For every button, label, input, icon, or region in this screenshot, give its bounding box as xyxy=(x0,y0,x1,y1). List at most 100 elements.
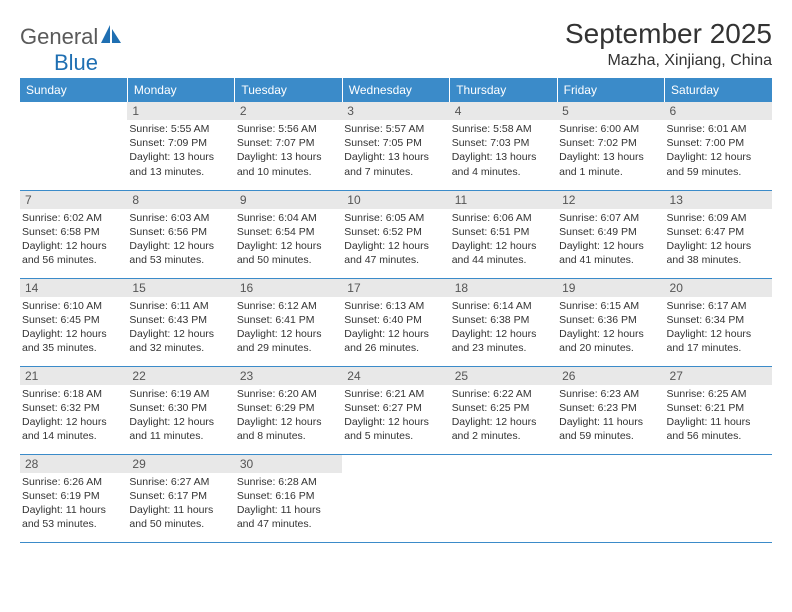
day-number: 2 xyxy=(235,102,342,120)
day-header-tue: Tuesday xyxy=(235,78,342,102)
logo-text-general: General xyxy=(20,24,98,50)
sun-info: Sunrise: 6:10 AMSunset: 6:45 PMDaylight:… xyxy=(20,297,127,356)
day-number: 24 xyxy=(342,367,449,385)
sun-info: Sunrise: 6:20 AMSunset: 6:29 PMDaylight:… xyxy=(235,385,342,444)
calendar-cell: 16Sunrise: 6:12 AMSunset: 6:41 PMDayligh… xyxy=(235,278,342,366)
calendar-cell: 13Sunrise: 6:09 AMSunset: 6:47 PMDayligh… xyxy=(665,190,772,278)
sun-info: Sunrise: 6:14 AMSunset: 6:38 PMDaylight:… xyxy=(450,297,557,356)
day-number: 13 xyxy=(665,191,772,209)
day-number: 17 xyxy=(342,279,449,297)
sun-info: Sunrise: 6:09 AMSunset: 6:47 PMDaylight:… xyxy=(665,209,772,268)
calendar-cell: 28Sunrise: 6:26 AMSunset: 6:19 PMDayligh… xyxy=(20,454,127,542)
calendar-cell: 22Sunrise: 6:19 AMSunset: 6:30 PMDayligh… xyxy=(127,366,234,454)
calendar-body: 1Sunrise: 5:55 AMSunset: 7:09 PMDaylight… xyxy=(20,102,772,542)
sun-info: Sunrise: 6:26 AMSunset: 6:19 PMDaylight:… xyxy=(20,473,127,532)
day-number: 4 xyxy=(450,102,557,120)
day-number: 14 xyxy=(20,279,127,297)
sun-info: Sunrise: 6:23 AMSunset: 6:23 PMDaylight:… xyxy=(557,385,664,444)
day-header-sun: Sunday xyxy=(20,78,127,102)
day-number: 28 xyxy=(20,455,127,473)
month-title: September 2025 xyxy=(565,18,772,50)
calendar-cell: 15Sunrise: 6:11 AMSunset: 6:43 PMDayligh… xyxy=(127,278,234,366)
location: Mazha, Xinjiang, China xyxy=(565,52,772,70)
calendar-grid: Sunday Monday Tuesday Wednesday Thursday… xyxy=(20,78,772,543)
calendar-cell xyxy=(20,102,127,190)
calendar-cell: 20Sunrise: 6:17 AMSunset: 6:34 PMDayligh… xyxy=(665,278,772,366)
calendar-cell: 29Sunrise: 6:27 AMSunset: 6:17 PMDayligh… xyxy=(127,454,234,542)
calendar-cell: 30Sunrise: 6:28 AMSunset: 6:16 PMDayligh… xyxy=(235,454,342,542)
day-number: 23 xyxy=(235,367,342,385)
day-number: 11 xyxy=(450,191,557,209)
sun-info: Sunrise: 6:01 AMSunset: 7:00 PMDaylight:… xyxy=(665,120,772,179)
day-header-wed: Wednesday xyxy=(342,78,449,102)
sun-info: Sunrise: 6:28 AMSunset: 6:16 PMDaylight:… xyxy=(235,473,342,532)
day-number: 9 xyxy=(235,191,342,209)
day-number: 20 xyxy=(665,279,772,297)
sun-info: Sunrise: 6:05 AMSunset: 6:52 PMDaylight:… xyxy=(342,209,449,268)
day-number: 26 xyxy=(557,367,664,385)
sun-info: Sunrise: 6:13 AMSunset: 6:40 PMDaylight:… xyxy=(342,297,449,356)
day-number: 22 xyxy=(127,367,234,385)
sun-info: Sunrise: 6:07 AMSunset: 6:49 PMDaylight:… xyxy=(557,209,664,268)
calendar-cell xyxy=(665,454,772,542)
sun-info: Sunrise: 6:06 AMSunset: 6:51 PMDaylight:… xyxy=(450,209,557,268)
calendar-cell: 27Sunrise: 6:25 AMSunset: 6:21 PMDayligh… xyxy=(665,366,772,454)
calendar-cell: 14Sunrise: 6:10 AMSunset: 6:45 PMDayligh… xyxy=(20,278,127,366)
calendar-cell: 17Sunrise: 6:13 AMSunset: 6:40 PMDayligh… xyxy=(342,278,449,366)
sun-info: Sunrise: 5:56 AMSunset: 7:07 PMDaylight:… xyxy=(235,120,342,179)
calendar-cell: 8Sunrise: 6:03 AMSunset: 6:56 PMDaylight… xyxy=(127,190,234,278)
day-number: 8 xyxy=(127,191,234,209)
day-number: 21 xyxy=(20,367,127,385)
day-number: 6 xyxy=(665,102,772,120)
calendar-cell: 19Sunrise: 6:15 AMSunset: 6:36 PMDayligh… xyxy=(557,278,664,366)
day-number: 7 xyxy=(20,191,127,209)
sun-info: Sunrise: 6:02 AMSunset: 6:58 PMDaylight:… xyxy=(20,209,127,268)
calendar-cell: 23Sunrise: 6:20 AMSunset: 6:29 PMDayligh… xyxy=(235,366,342,454)
calendar-row: 21Sunrise: 6:18 AMSunset: 6:32 PMDayligh… xyxy=(20,366,772,454)
calendar-cell: 26Sunrise: 6:23 AMSunset: 6:23 PMDayligh… xyxy=(557,366,664,454)
day-header-thu: Thursday xyxy=(450,78,557,102)
day-number: 3 xyxy=(342,102,449,120)
sun-info: Sunrise: 5:58 AMSunset: 7:03 PMDaylight:… xyxy=(450,120,557,179)
calendar-cell: 7Sunrise: 6:02 AMSunset: 6:58 PMDaylight… xyxy=(20,190,127,278)
sun-info: Sunrise: 6:03 AMSunset: 6:56 PMDaylight:… xyxy=(127,209,234,268)
calendar-cell xyxy=(557,454,664,542)
sun-info: Sunrise: 6:21 AMSunset: 6:27 PMDaylight:… xyxy=(342,385,449,444)
day-number: 18 xyxy=(450,279,557,297)
day-header-fri: Friday xyxy=(557,78,664,102)
calendar-cell xyxy=(450,454,557,542)
calendar-row: 1Sunrise: 5:55 AMSunset: 7:09 PMDaylight… xyxy=(20,102,772,190)
day-number: 5 xyxy=(557,102,664,120)
day-number: 27 xyxy=(665,367,772,385)
calendar-cell: 21Sunrise: 6:18 AMSunset: 6:32 PMDayligh… xyxy=(20,366,127,454)
calendar-row: 7Sunrise: 6:02 AMSunset: 6:58 PMDaylight… xyxy=(20,190,772,278)
title-block: September 2025 Mazha, Xinjiang, China xyxy=(565,18,772,70)
calendar-cell: 9Sunrise: 6:04 AMSunset: 6:54 PMDaylight… xyxy=(235,190,342,278)
day-header-row: Sunday Monday Tuesday Wednesday Thursday… xyxy=(20,78,772,102)
calendar-cell: 3Sunrise: 5:57 AMSunset: 7:05 PMDaylight… xyxy=(342,102,449,190)
day-header-mon: Monday xyxy=(127,78,234,102)
sun-info: Sunrise: 6:27 AMSunset: 6:17 PMDaylight:… xyxy=(127,473,234,532)
logo-text-blue: Blue xyxy=(54,50,98,76)
calendar-cell: 4Sunrise: 5:58 AMSunset: 7:03 PMDaylight… xyxy=(450,102,557,190)
day-number: 30 xyxy=(235,455,342,473)
sun-info: Sunrise: 6:22 AMSunset: 6:25 PMDaylight:… xyxy=(450,385,557,444)
logo: General xyxy=(20,18,125,50)
calendar-cell: 2Sunrise: 5:56 AMSunset: 7:07 PMDaylight… xyxy=(235,102,342,190)
calendar-cell xyxy=(342,454,449,542)
day-number: 1 xyxy=(127,102,234,120)
header: General September 2025 Mazha, Xinjiang, … xyxy=(20,18,772,70)
sun-info: Sunrise: 6:15 AMSunset: 6:36 PMDaylight:… xyxy=(557,297,664,356)
sun-info: Sunrise: 5:57 AMSunset: 7:05 PMDaylight:… xyxy=(342,120,449,179)
sun-info: Sunrise: 6:04 AMSunset: 6:54 PMDaylight:… xyxy=(235,209,342,268)
calendar-cell: 11Sunrise: 6:06 AMSunset: 6:51 PMDayligh… xyxy=(450,190,557,278)
calendar-row: 14Sunrise: 6:10 AMSunset: 6:45 PMDayligh… xyxy=(20,278,772,366)
sun-info: Sunrise: 5:55 AMSunset: 7:09 PMDaylight:… xyxy=(127,120,234,179)
calendar-cell: 12Sunrise: 6:07 AMSunset: 6:49 PMDayligh… xyxy=(557,190,664,278)
calendar-cell: 1Sunrise: 5:55 AMSunset: 7:09 PMDaylight… xyxy=(127,102,234,190)
calendar-cell: 10Sunrise: 6:05 AMSunset: 6:52 PMDayligh… xyxy=(342,190,449,278)
day-number: 29 xyxy=(127,455,234,473)
sun-info: Sunrise: 6:00 AMSunset: 7:02 PMDaylight:… xyxy=(557,120,664,179)
sun-info: Sunrise: 6:25 AMSunset: 6:21 PMDaylight:… xyxy=(665,385,772,444)
sun-info: Sunrise: 6:19 AMSunset: 6:30 PMDaylight:… xyxy=(127,385,234,444)
